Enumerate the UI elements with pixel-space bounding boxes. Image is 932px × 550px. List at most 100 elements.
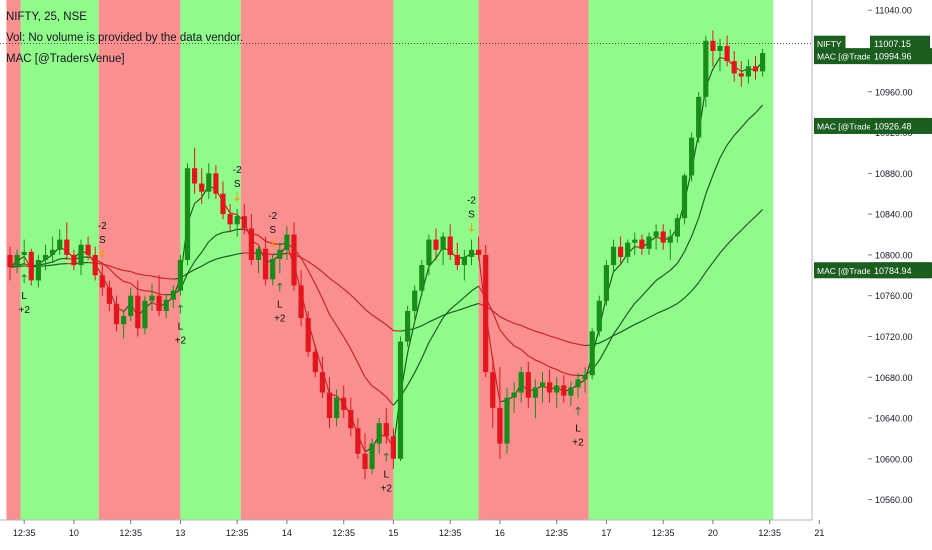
slow-ma-line	[378, 390, 387, 398]
medium-ma-line	[130, 270, 138, 275]
candle-body	[362, 453, 368, 470]
candle-body	[78, 244, 84, 266]
candle-body	[674, 218, 680, 237]
price-label-value: 10784.94	[874, 266, 912, 276]
slow-ma-line	[698, 194, 707, 218]
time-tick-label: 10	[69, 528, 79, 538]
candle-body	[184, 168, 191, 260]
medium-ma-line	[321, 271, 330, 279]
medium-ma-line	[464, 305, 472, 309]
time-axis[interactable]: 12:35 10 12:35 13 12:35 14 12:35 15 12:35 16 12:35…	[0, 519, 824, 538]
medium-ma-line	[215, 256, 224, 260]
slow-ma-line	[705, 174, 714, 195]
time-tick-label: 12:35	[545, 528, 568, 538]
slow-ma-line	[59, 257, 67, 260]
candle-body	[305, 318, 311, 352]
time-tick-label: 12:35	[439, 528, 462, 538]
candle-body	[610, 246, 617, 266]
candle-body	[326, 392, 333, 419]
candle-body	[255, 248, 262, 260]
slow-ma-line	[343, 336, 352, 350]
short-arrow: ↓	[232, 190, 242, 204]
candle-body	[71, 254, 77, 266]
candle-body	[731, 61, 737, 74]
medium-ma-line	[726, 236, 735, 246]
slow-ma-line	[755, 104, 764, 114]
candle-body	[426, 239, 432, 266]
medium-ma-line	[187, 269, 195, 274]
slow-ma-line	[328, 314, 338, 326]
signal-value: +2	[572, 438, 584, 449]
short-arrow: ↓	[97, 246, 107, 260]
candle-body	[461, 256, 467, 266]
medium-ma-line	[222, 255, 231, 258]
price-label-value: 11007.15	[874, 39, 911, 49]
medium-ma-line	[378, 319, 387, 326]
long-arrow: ↑	[19, 272, 29, 286]
time-tick-label: 15	[388, 528, 398, 538]
candle-body	[561, 385, 567, 396]
slow-ma-line	[648, 280, 657, 289]
candle-body	[625, 242, 631, 257]
medium-ma-line	[364, 308, 373, 316]
fast-ma-line	[712, 57, 721, 70]
long-arrow: ↑	[573, 405, 583, 419]
slow-ma-line	[719, 144, 728, 159]
price-tick-label: 10680.00	[875, 373, 913, 383]
candle-body	[28, 251, 34, 281]
slow-ma-line	[513, 345, 522, 351]
price-label-name-box	[814, 35, 846, 52]
slow-ma-line	[506, 338, 515, 347]
medium-ma-line	[194, 265, 202, 271]
medium-ma-line	[613, 331, 621, 337]
candle-body	[35, 260, 41, 281]
bear-zone	[6, 0, 21, 520]
slow-ma-line	[371, 385, 380, 392]
candle-body	[511, 392, 517, 398]
slow-ma-line	[492, 312, 501, 330]
medium-ma-line	[116, 267, 124, 272]
candle-body	[632, 239, 638, 243]
medium-ma-line	[655, 310, 664, 315]
time-tick-label: 14	[282, 528, 292, 538]
candle-body	[433, 239, 439, 250]
time-axis-background	[0, 520, 812, 550]
candle-body	[291, 234, 297, 286]
candle-body	[681, 175, 688, 219]
medium-ma-line	[577, 343, 586, 347]
candle-body	[92, 254, 98, 276]
medium-ma-line	[513, 322, 522, 327]
price-tick-label: 10760.00	[875, 291, 913, 301]
medium-ma-line	[421, 321, 430, 327]
medium-ma-line	[471, 302, 479, 307]
time-tick-label: 12:35	[226, 528, 249, 538]
candle-body	[504, 397, 510, 444]
candle-body	[241, 216, 247, 229]
slow-ma-line	[627, 302, 636, 314]
fast-ma-line	[414, 293, 423, 322]
candle-body	[390, 436, 396, 459]
medium-ma-line	[499, 316, 508, 321]
price-axis[interactable]: 10560.00 10600.00 10640.00 10680.00 10720.00…	[811, 0, 913, 520]
symbol-legend[interactable]: NIFTY, 25, NSE	[6, 11, 87, 23]
time-tick-label: 16	[495, 528, 505, 538]
slow-ma-line	[556, 368, 565, 374]
medium-ma-line	[201, 261, 210, 267]
candle-body	[227, 214, 233, 225]
time-tick-label: 12:35	[332, 528, 355, 538]
medium-ma-line	[151, 275, 160, 279]
medium-ma-line	[144, 274, 153, 277]
indicator-legend[interactable]: MAC [@TradersVenue]	[6, 53, 125, 65]
slow-ma-line	[116, 275, 124, 282]
candle-body	[319, 372, 325, 393]
medium-ma-line	[428, 318, 437, 323]
candle-body	[745, 66, 751, 77]
medium-ma-line	[733, 229, 742, 238]
time-tick-label: 17	[601, 528, 611, 538]
price-tick-label: 10960.00	[875, 87, 913, 97]
slow-ma-line	[662, 269, 671, 276]
medium-ma-line	[307, 261, 316, 267]
fast-ma-line	[229, 212, 238, 216]
